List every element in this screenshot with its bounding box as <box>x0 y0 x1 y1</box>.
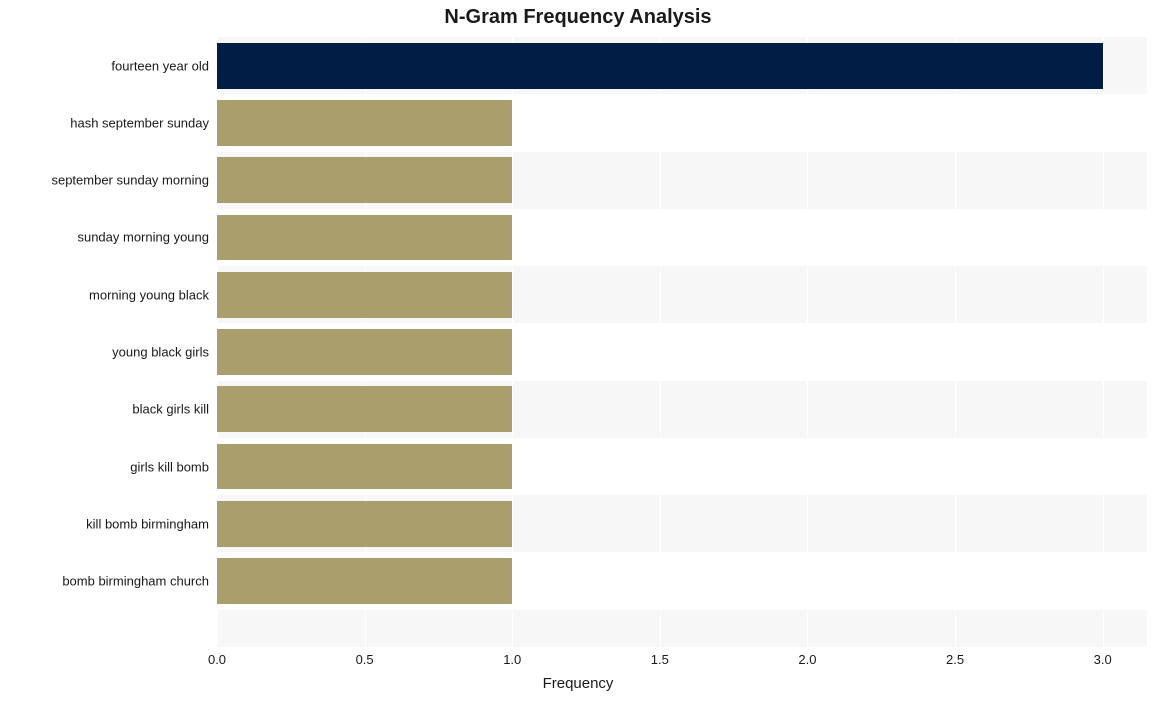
y-tick-label: september sunday morning <box>51 173 209 188</box>
y-tick-label: morning young black <box>89 287 209 302</box>
y-tick-label: black girls kill <box>132 402 209 417</box>
x-tick-label: 0.5 <box>356 652 374 667</box>
chart-title: N-Gram Frequency Analysis <box>0 6 1156 29</box>
bar <box>217 386 512 432</box>
gridline <box>955 37 956 647</box>
bar <box>217 501 512 547</box>
x-tick-label: 3.0 <box>1094 652 1112 667</box>
gridline <box>512 37 513 647</box>
bar <box>217 215 512 261</box>
bar <box>217 329 512 375</box>
y-tick-label: girls kill bomb <box>130 459 209 474</box>
gridline <box>1103 37 1104 647</box>
y-tick-label: kill bomb birmingham <box>86 516 209 531</box>
y-tick-label: young black girls <box>112 345 209 360</box>
ngram-chart: N-Gram Frequency Analysis fourteen year … <box>0 0 1156 701</box>
plot-area <box>217 37 1147 647</box>
x-tick-label: 0.0 <box>208 652 226 667</box>
bar <box>217 157 512 203</box>
y-tick-label: sunday morning young <box>77 230 209 245</box>
bar <box>217 558 512 604</box>
y-tick-label: bomb birmingham church <box>62 574 209 589</box>
x-tick-label: 1.0 <box>503 652 521 667</box>
bar <box>217 444 512 490</box>
x-tick-label: 1.5 <box>651 652 669 667</box>
plot-band <box>217 610 1147 647</box>
x-axis-title: Frequency <box>0 675 1156 692</box>
bar <box>217 272 512 318</box>
y-tick-label: hash september sunday <box>70 115 209 130</box>
bar <box>217 100 512 146</box>
y-tick-label: fourteen year old <box>111 58 209 73</box>
gridline <box>807 37 808 647</box>
x-tick-label: 2.5 <box>946 652 964 667</box>
bar <box>217 43 1103 89</box>
gridline <box>660 37 661 647</box>
x-tick-label: 2.0 <box>798 652 816 667</box>
